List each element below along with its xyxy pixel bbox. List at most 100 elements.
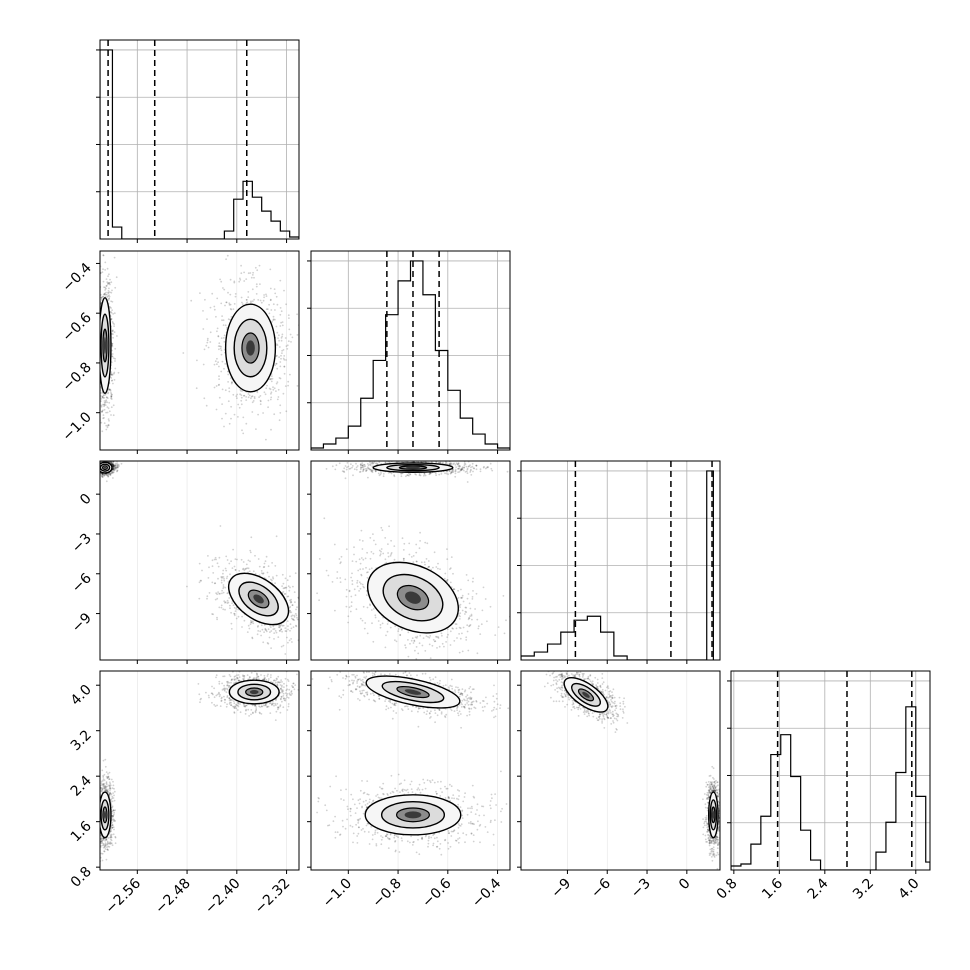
sample-point (113, 331, 116, 333)
sample-point (285, 586, 288, 589)
sample-point (182, 352, 185, 354)
sample-point (259, 400, 262, 403)
sample-point (259, 630, 262, 633)
sample-point (271, 700, 274, 703)
sample-point (115, 276, 118, 279)
sample-point (300, 315, 302, 317)
sample-point (280, 628, 283, 631)
sample-point (95, 469, 97, 471)
sample-point (106, 426, 109, 429)
sample-point (111, 826, 114, 829)
sample-point (112, 313, 114, 315)
sample-point (112, 465, 115, 468)
sample-point (267, 673, 269, 676)
sample-point (112, 826, 115, 828)
sample-point (264, 560, 267, 563)
sample-point (234, 610, 237, 612)
sample-point (104, 758, 107, 761)
sample-point (266, 308, 269, 310)
sample-point (283, 682, 285, 685)
sample-point (280, 624, 283, 626)
sample-point (281, 349, 283, 352)
sample-point (233, 676, 236, 678)
sample-point (275, 631, 278, 634)
sample-point (243, 271, 246, 274)
sample-point (97, 468, 99, 470)
sample-point (226, 326, 228, 329)
sample-point (95, 342, 97, 344)
sample-point (257, 558, 260, 560)
sample-point (227, 381, 230, 383)
sample-point (90, 462, 92, 464)
sample-point (250, 713, 252, 716)
sample-point (270, 578, 272, 581)
sample-point (279, 377, 282, 380)
sample-point (220, 302, 223, 305)
sample-point (108, 273, 110, 276)
sample-point (95, 388, 97, 390)
sample-point (107, 388, 110, 391)
sample-point (104, 846, 106, 849)
sample-point (106, 281, 109, 283)
sample-point (108, 294, 110, 297)
sample-point (226, 592, 229, 595)
sample-point (99, 455, 101, 457)
sample-point (225, 301, 228, 304)
sample-point (100, 459, 102, 461)
sample-point (233, 413, 236, 416)
sample-point (206, 597, 208, 600)
sample-point (97, 467, 99, 469)
sample-point (112, 464, 115, 467)
sample-point (289, 373, 291, 376)
sample-point (240, 394, 243, 397)
sample-point (229, 308, 232, 310)
sample-point (287, 384, 289, 387)
sample-point (113, 465, 116, 467)
sample-point (240, 264, 243, 267)
sample-point (256, 633, 259, 636)
sample-point (250, 395, 253, 398)
sample-point (97, 466, 99, 468)
sample-point (282, 357, 285, 360)
sample-point (222, 608, 225, 611)
sample-point (111, 461, 113, 464)
sample-point (212, 613, 215, 616)
sample-point (256, 676, 258, 678)
sample-point (97, 790, 99, 792)
sample-point (106, 424, 109, 427)
sample-point (94, 466, 96, 468)
sample-point (261, 572, 263, 575)
sample-point (275, 325, 278, 328)
sample-point (241, 615, 244, 618)
sample-point (283, 365, 286, 368)
sample-point (110, 318, 113, 321)
sample-point (236, 397, 238, 399)
sample-point (98, 789, 100, 791)
sample-point (245, 563, 248, 566)
sample-point (267, 628, 270, 631)
sample-point (94, 349, 96, 351)
sample-point (102, 280, 105, 283)
sample-point (98, 834, 100, 836)
sample-point (269, 299, 272, 302)
sample-point (217, 361, 220, 364)
sample-point (238, 280, 241, 283)
sample-point (111, 330, 114, 333)
sample-point (272, 388, 275, 391)
sample-point (102, 779, 104, 782)
sample-point (102, 783, 105, 785)
sample-point (107, 292, 110, 294)
sample-point (282, 349, 285, 351)
sample-point (218, 383, 221, 386)
sample-point (96, 804, 98, 806)
sample-point (302, 691, 304, 693)
sample-point (97, 467, 99, 469)
sample-point (110, 291, 113, 294)
sample-point (290, 638, 292, 640)
sample-point (275, 382, 278, 385)
sample-point (221, 417, 223, 420)
sample-point (104, 839, 106, 842)
sample-point (307, 622, 309, 624)
sample-point (110, 394, 113, 397)
sample-point (98, 468, 100, 470)
